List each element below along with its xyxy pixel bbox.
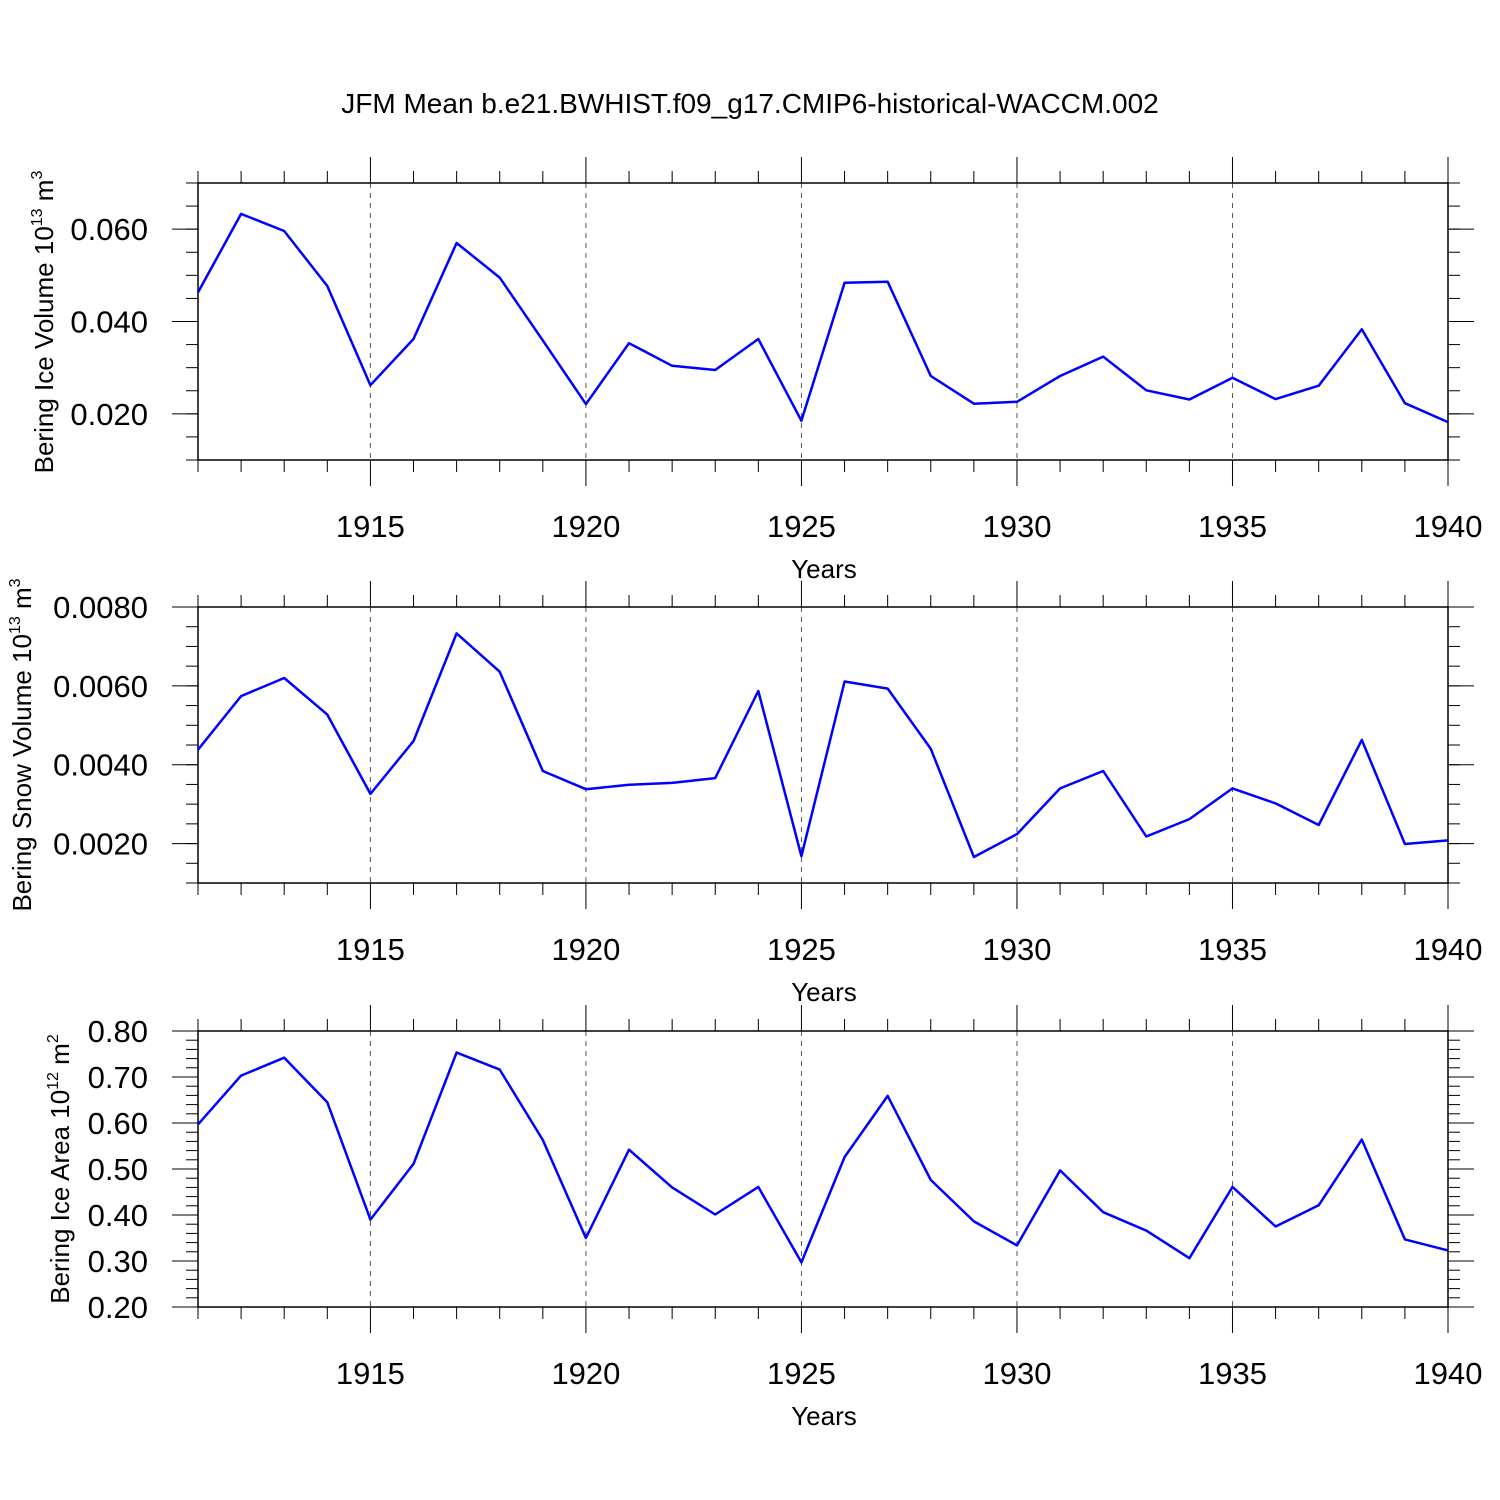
y-tick-label: 0.020 <box>70 397 148 432</box>
snow-volume-panel: 0.0020 0.0040 0.0060 0.0080 1915 1920 1925 1930… <box>7 578 1482 1007</box>
y-tick-label: 0.40 <box>88 1198 148 1233</box>
y-tick-label: 0.0080 <box>53 590 148 625</box>
y-tick-label: 0.50 <box>88 1152 148 1187</box>
x-tick-label: 1940 <box>1414 932 1483 967</box>
series-line <box>197 632 1449 859</box>
ice-volume-panel: 0.020 0.040 0.060 1915 1920 1925 1930 1935 1940 Y… <box>29 157 1482 584</box>
y-tick-label: 0.0040 <box>53 748 148 783</box>
y-tick-label: 0.80 <box>88 1014 148 1049</box>
plot-frame <box>197 606 1449 884</box>
x-tick-label: 1925 <box>767 509 836 544</box>
y-tick-label: 0.0060 <box>53 669 148 704</box>
x-tick-label: 1915 <box>336 509 405 544</box>
x-tick-label: 1940 <box>1414 509 1483 544</box>
y-tick-label: 0.70 <box>88 1060 148 1095</box>
x-axis-label: Years <box>791 554 857 584</box>
y-tick-label: 0.060 <box>70 212 148 247</box>
x-tick-label: 1935 <box>1198 1356 1267 1391</box>
x-tick-label: 1925 <box>767 932 836 967</box>
y-tick-label: 0.0020 <box>53 827 148 862</box>
x-tick-label: 1935 <box>1198 509 1267 544</box>
x-axis-label: Years <box>791 1401 857 1431</box>
x-tick-label: 1920 <box>551 932 620 967</box>
y-axis-label: Bering Ice Volume 1013 m3 <box>29 171 59 474</box>
plot-frame <box>197 1030 1449 1308</box>
y-tick-label: 0.30 <box>88 1244 148 1279</box>
x-tick-label: 1940 <box>1414 1356 1483 1391</box>
ice-area-panel: 0.20 0.30 0.40 0.50 0.60 0.70 0.80 1915 1920 1925… <box>45 1005 1482 1431</box>
x-tick-label: 1930 <box>982 509 1051 544</box>
y-axis-label: Bering Ice Area 1012 m2 <box>45 1034 75 1304</box>
x-tick-label: 1935 <box>1198 932 1267 967</box>
series-line <box>196 212 1449 424</box>
x-tick-label: 1930 <box>982 1356 1051 1391</box>
x-tick-label: 1920 <box>551 1356 620 1391</box>
y-tick-label: 0.040 <box>70 305 148 340</box>
chart-title: JFM Mean b.e21.BWHIST.f09_g17.CMIP6-hist… <box>341 88 1159 119</box>
plot-frame <box>197 182 1449 461</box>
x-tick-label: 1915 <box>336 1356 405 1391</box>
y-tick-label: 0.60 <box>88 1106 148 1141</box>
y-tick-label: 0.20 <box>88 1290 148 1325</box>
x-axis-label: Years <box>791 977 857 1007</box>
x-tick-label: 1920 <box>551 509 620 544</box>
series-line <box>197 1051 1449 1264</box>
x-tick-label: 1925 <box>767 1356 836 1391</box>
x-tick-label: 1930 <box>982 932 1051 967</box>
y-axis-label: Bering Snow Volume 1013 m3 <box>7 578 37 911</box>
x-tick-label: 1915 <box>336 932 405 967</box>
